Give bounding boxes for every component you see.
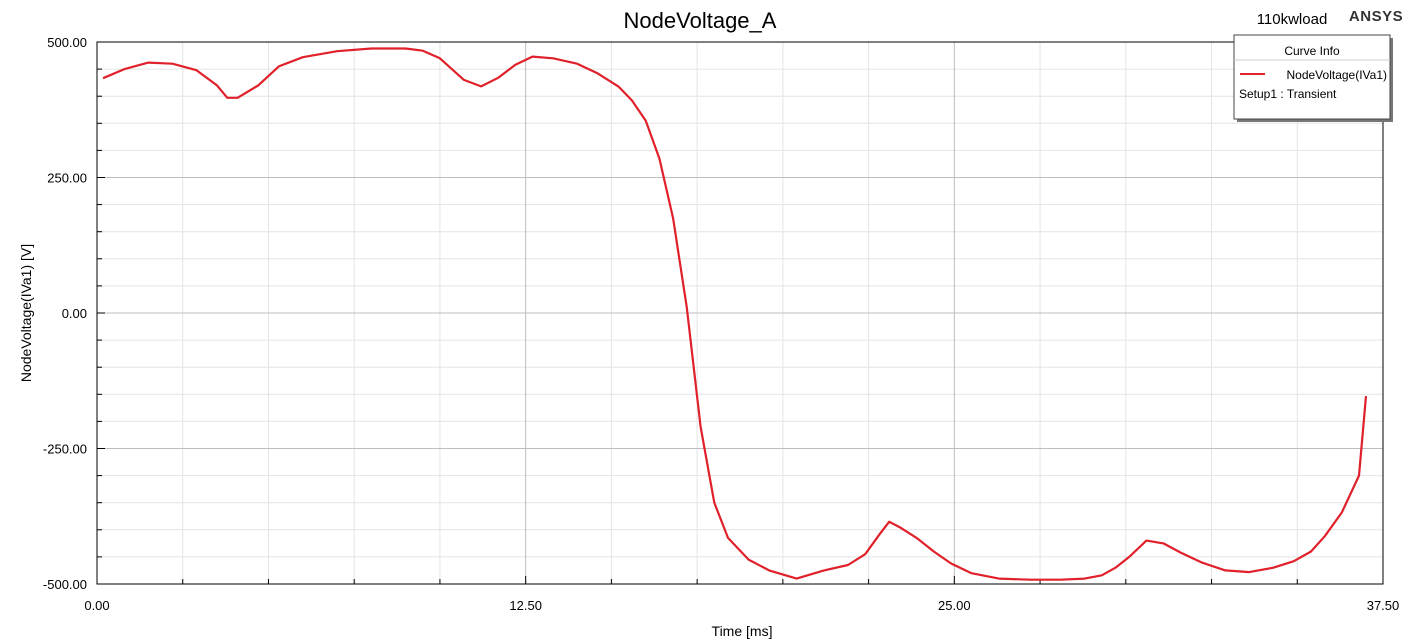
- x-tick-label: 37.50: [1367, 598, 1400, 613]
- series-line: [102, 47, 1367, 581]
- y-tick-label: 500.00: [47, 35, 87, 50]
- x-tick-label: 25.00: [938, 598, 971, 613]
- x-tick-label: 0.00: [84, 598, 109, 613]
- x-axis-label: Time [ms]: [712, 623, 773, 639]
- y-tick-label: 250.00: [47, 171, 87, 186]
- brand-logo: ANSYS: [1349, 8, 1403, 25]
- legend-heading: Curve Info: [1284, 44, 1340, 58]
- x-tick-labels: 0.00 12.50 25.00 37.50: [84, 598, 1399, 613]
- y-tick-label: -250.00: [43, 442, 87, 457]
- legend-setup-label: Setup1 : Transient: [1239, 87, 1337, 101]
- x-tick-label: 12.50: [509, 598, 542, 613]
- tick-marks: [96, 41, 1384, 585]
- y-tick-labels: 500.00 250.00 0.00 -250.00 -500.00: [43, 35, 87, 592]
- y-tick-label: -500.00: [43, 577, 87, 592]
- legend-box: [1233, 34, 1391, 120]
- series-layer: [102, 47, 1367, 581]
- legend-entry-label: NodeVoltage(IVa1): [1286, 68, 1387, 82]
- grid: [96, 41, 1384, 585]
- y-tick-label: 0.00: [62, 306, 87, 321]
- y-axis-label: NodeVoltage(IVa1) [V]: [18, 244, 34, 382]
- chart-title: NodeVoltage_A: [624, 8, 777, 33]
- legend[interactable]: Curve Info NodeVoltage(IVa1) Setup1 : Tr…: [1233, 34, 1393, 122]
- project-name: 110kwload: [1257, 11, 1328, 28]
